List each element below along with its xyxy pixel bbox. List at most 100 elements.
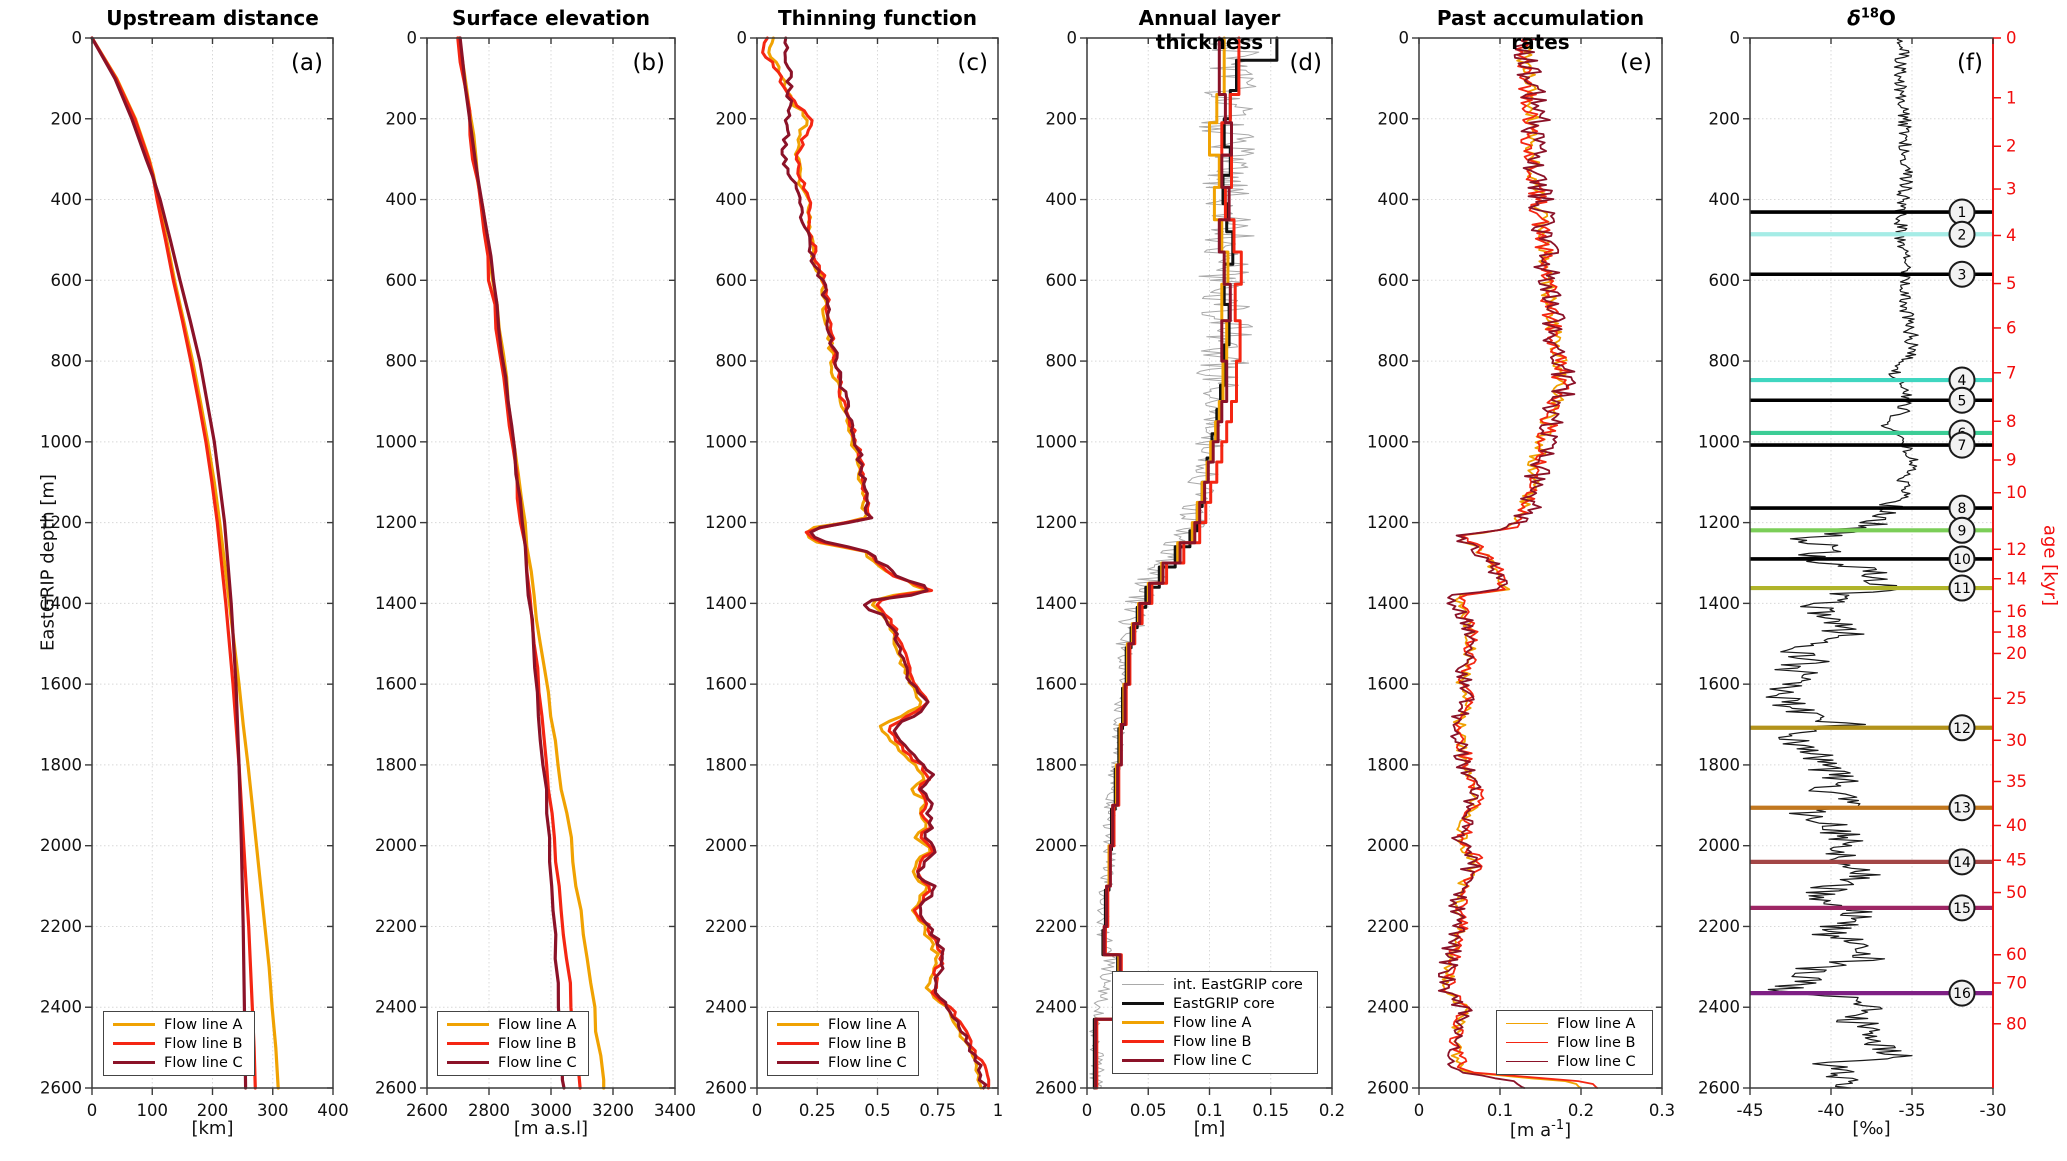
age-tick-label: 6 [2006, 318, 2017, 337]
age-tick-label: 2 [2006, 137, 2017, 156]
y-tick-label: 2000 [1367, 836, 1409, 855]
x-tick-label: 0.25 [799, 1101, 836, 1120]
legend-item: Flow line B [1506, 1033, 1643, 1052]
y-tick-label: 200 [1046, 109, 1078, 128]
y-tick-label: 2400 [1698, 998, 1740, 1017]
panel-c-title: Thinning function [777, 6, 977, 30]
age-tick-label: 1 [2006, 88, 2017, 107]
x-axis-label-b: [m a.s.l] [513, 1118, 589, 1139]
y-tick-label: 1400 [375, 594, 417, 613]
y-tick-label: 2200 [1367, 917, 1409, 936]
marker-number: 16 [1953, 986, 1971, 1002]
age-tick-label: 25 [2006, 689, 2027, 708]
legend-panel-a: Flow line A Flow line B Flow line C [103, 1011, 255, 1076]
age-tick-label: 40 [2006, 816, 2027, 835]
y-tick-label: 2000 [375, 836, 417, 855]
y-tick-label: 2400 [40, 998, 82, 1017]
series-EastGRIP core [1092, 36, 1279, 1090]
y-tick-label: 1400 [1698, 594, 1740, 613]
age-tick-label: 3 [2006, 180, 2017, 199]
age-tick-label: 80 [2006, 1014, 2027, 1033]
y-tick-label: 0 [1399, 29, 1410, 48]
y-tick-label: 400 [386, 190, 418, 209]
x-tick-label: 0.3 [1649, 1101, 1675, 1120]
y-tick-label: 2200 [40, 917, 82, 936]
flow-line-b-swatch [777, 1042, 819, 1045]
marker-number: 5 [1958, 393, 1967, 409]
x-tick-label: 0.75 [919, 1101, 956, 1120]
y-tick-label: 200 [51, 109, 83, 128]
y-tick-label: 400 [1046, 190, 1078, 209]
age-tick-label: 18 [2006, 623, 2027, 642]
panel-a-plot: 0 100 200 300 400 0 200 400 600 800 1000 1200 1400 16… [40, 29, 349, 1121]
flow-line-c-swatch [1506, 1060, 1548, 1063]
y-tick-label: 200 [1378, 109, 1410, 128]
flow-line-a-swatch [777, 1023, 819, 1026]
legend-item: Flow line A [777, 1015, 909, 1034]
y-tick-label: 2200 [375, 917, 417, 936]
y-tick-label: 800 [716, 352, 748, 371]
y-tick-label: 600 [51, 271, 83, 290]
legend-item: Flow line C [777, 1053, 909, 1072]
panel-e-plot: 0 0.1 0.2 0.3 0 200 400 600 800 1000 1200 1400 1600 1… [1367, 29, 1675, 1121]
age-tick-label: 12 [2006, 540, 2027, 559]
legend-item: Flow line C [1506, 1052, 1643, 1071]
flow-line-c-swatch [113, 1061, 155, 1064]
age-tick-label: 10 [2006, 483, 2027, 502]
legend-item: Flow line C [447, 1053, 579, 1072]
panel-e-title: Past accumulation rates [1436, 6, 1645, 54]
marker-number: 9 [1958, 523, 1967, 539]
y-tick-label: 400 [1709, 190, 1741, 209]
flow-line-c-swatch [447, 1061, 489, 1064]
x-tick-label: 0 [752, 1101, 763, 1120]
y-tick-label: 1000 [1698, 432, 1740, 451]
y-tick-label: 2600 [375, 1079, 417, 1098]
y-tick-label: 0 [72, 29, 83, 48]
age-tick-label: 20 [2006, 644, 2027, 663]
y-tick-label: 600 [1378, 271, 1410, 290]
x-tick-label: 3400 [654, 1101, 696, 1120]
y-tick-label: 800 [1046, 352, 1078, 371]
age-tick-label: 35 [2006, 772, 2027, 791]
panel-f-title: δ18O [1750, 6, 1993, 30]
legend-item: int. EastGRIP core [1122, 975, 1308, 994]
y-tick-label: 1000 [375, 432, 417, 451]
eastgrip-core-swatch [1122, 1002, 1164, 1005]
x-tick-label: 3200 [592, 1101, 634, 1120]
panel-f-plot: 0123456789101214161820253035404550607080… [1698, 29, 2027, 1121]
flow-line-c-swatch [777, 1061, 819, 1064]
x-axis-label-d: [m] [1193, 1118, 1226, 1139]
x-axis-label-f: [‰] [1852, 1118, 1891, 1139]
age-tick-label: 45 [2006, 851, 2027, 870]
y-tick-label: 1800 [1698, 755, 1740, 774]
x-tick-label: 300 [257, 1101, 289, 1120]
series-Flow line B [761, 36, 991, 1090]
age-tick-label: 7 [2006, 363, 2017, 382]
y-tick-label: 0 [1067, 29, 1078, 48]
legend-panel-b: Flow line A Flow line B Flow line C [437, 1011, 589, 1076]
flow-line-b-swatch [113, 1042, 155, 1045]
marker-circle-3 [1948, 260, 1976, 288]
y-tick-label: 1200 [705, 513, 747, 532]
flow-line-a-swatch [113, 1023, 155, 1026]
x-tick-label: 2600 [406, 1101, 448, 1120]
y-tick-label: 600 [1709, 271, 1741, 290]
x-tick-label: 0.1 [1487, 1101, 1513, 1120]
legend-panel-e: Flow line A Flow line B Flow line C [1496, 1010, 1653, 1075]
x-tick-label: -45 [1737, 1101, 1764, 1120]
y-tick-label: 2600 [1367, 1079, 1409, 1098]
marker-circle-5 [1948, 386, 1976, 414]
x-tick-label: 1 [993, 1101, 1004, 1120]
marker-number: 10 [1953, 552, 1971, 568]
y-tick-label: 1800 [375, 755, 417, 774]
y-tick-label: 1800 [1035, 755, 1077, 774]
y-tick-label: 1000 [40, 432, 82, 451]
y-tick-label: 2000 [705, 836, 747, 855]
marker-number: 14 [1953, 855, 1971, 871]
marker-number: 11 [1953, 581, 1971, 597]
marker-number: 4 [1958, 373, 1967, 389]
marker-circle-10 [1948, 545, 1976, 573]
age-tick-label: 5 [2006, 274, 2017, 293]
age-tick-label: 14 [2006, 569, 2027, 588]
